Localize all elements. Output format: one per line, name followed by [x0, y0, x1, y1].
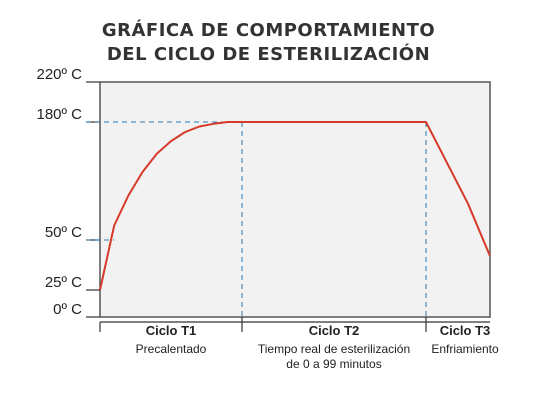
y-tick-label: 25º C: [45, 274, 82, 291]
phase-name-label: Ciclo T1: [146, 323, 197, 338]
chart-title-line-1: GRÁFICA DE COMPORTAMIENTO: [101, 20, 436, 41]
phase-name-label: Ciclo T3: [440, 323, 491, 338]
y-tick-label: 0º C: [53, 301, 82, 318]
y-tick-label: 220º C: [36, 66, 82, 83]
temperature-curve: [99, 121, 491, 291]
phase-description-label: Tiempo real de esterilización: [258, 342, 410, 356]
plot-area: [99, 81, 491, 318]
phase-description-label: Enfriamiento: [431, 342, 499, 356]
reference-lines: [86, 121, 242, 241]
phase-description-label: Precalentado: [136, 342, 207, 356]
phase-labels: Ciclo T1 Precalentado Ciclo T2 Tiempo real …: [136, 323, 499, 371]
phase-dividers: [99, 122, 427, 332]
series-layer: [99, 121, 491, 291]
y-tick-label: 50º C: [45, 224, 82, 241]
phase-name-label: Ciclo T2: [309, 323, 360, 338]
phase-description-label: de 0 a 99 minutos: [286, 357, 381, 371]
chart-title-line-2: DEL CICLO DE ESTERILIZACIÓN: [106, 44, 431, 65]
y-tick-label: 180º C: [36, 106, 82, 123]
y-axis-ticks: 220º C 180º C 50º C 25º C 0º C: [36, 66, 100, 318]
